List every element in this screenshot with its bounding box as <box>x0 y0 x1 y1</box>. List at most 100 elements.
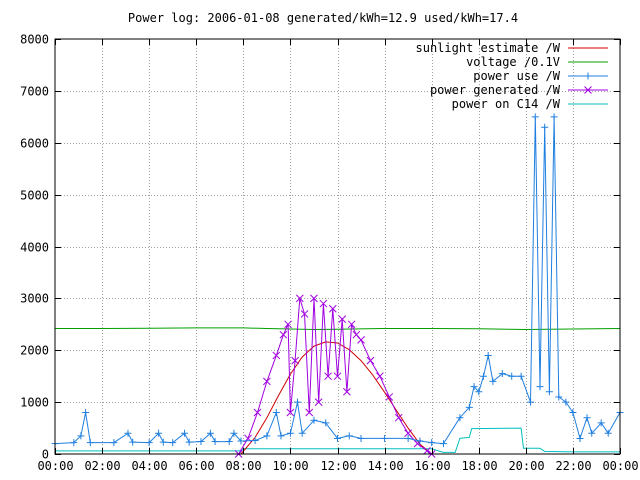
data-point <box>366 356 375 365</box>
data-point <box>206 429 214 437</box>
data-point <box>251 437 259 445</box>
data-point <box>314 398 323 406</box>
x-tick-label: 02:00 <box>84 459 120 473</box>
data-point <box>345 432 353 440</box>
data-point <box>253 408 262 417</box>
x-tick-label: 04:00 <box>131 459 167 473</box>
series-4 <box>234 294 436 458</box>
legend-marker <box>584 86 592 94</box>
y-tick-label: 0 <box>42 448 49 462</box>
y-tick-label: 5000 <box>20 189 49 203</box>
data-point <box>82 409 90 416</box>
legend-entry: power on C14 /W <box>452 97 608 111</box>
legend-label: power generated /W <box>430 83 561 97</box>
data-point <box>569 409 577 416</box>
y-tick-label: 4000 <box>20 241 49 255</box>
data-point <box>562 398 570 406</box>
data-point <box>305 408 314 417</box>
chart-title: Power log: 2006-01-08 generated/kWh=12.9… <box>128 11 518 25</box>
data-point <box>347 320 356 329</box>
data-point <box>423 447 431 455</box>
data-point <box>545 388 553 396</box>
data-point <box>541 123 549 131</box>
data-point <box>385 393 394 401</box>
data-point <box>185 438 193 446</box>
data-point <box>310 294 318 303</box>
legend-label: power use /W <box>473 69 560 83</box>
series-line <box>55 327 621 330</box>
data-point <box>272 409 280 416</box>
data-point <box>475 388 483 396</box>
legend-entry: power generated /W <box>430 83 608 97</box>
data-point <box>333 372 342 381</box>
data-point <box>357 336 365 344</box>
data-point <box>328 304 337 313</box>
data-point <box>576 434 584 442</box>
data-point <box>310 416 318 424</box>
x-tick-label: 14:00 <box>367 459 403 473</box>
series-line <box>54 116 621 445</box>
data-point <box>319 299 328 308</box>
legend-label: power on C14 /W <box>452 97 561 111</box>
series-2 <box>55 327 621 330</box>
data-point <box>357 434 365 442</box>
data-point <box>428 439 436 447</box>
data-point <box>508 372 516 380</box>
data-point <box>498 370 506 378</box>
y-tick-label: 7000 <box>20 85 49 99</box>
data-point <box>300 310 309 318</box>
data-point <box>225 438 233 446</box>
axis-layer: 00:00 02:00 04:00 06:00 08:00 10:00 12:00 14:00… <box>20 33 638 474</box>
x-tick-label: 06:00 <box>178 459 214 473</box>
data-point <box>295 294 304 303</box>
data-point <box>159 438 167 446</box>
data-point <box>456 414 464 422</box>
x-tick-label: 22:00 <box>555 459 591 473</box>
data-point <box>110 439 118 447</box>
data-point <box>343 387 351 396</box>
data-point <box>277 432 285 440</box>
data-point <box>376 372 384 381</box>
y-tick-label: 6000 <box>20 137 49 151</box>
data-point <box>272 351 281 360</box>
data-point <box>77 432 85 440</box>
data-point <box>279 330 288 339</box>
legend-entry: power use /W <box>473 69 608 83</box>
data-point <box>484 351 492 359</box>
x-tick-label: 00:00 <box>37 459 73 473</box>
series-line <box>238 297 432 455</box>
data-point <box>404 434 412 442</box>
data-point <box>145 439 153 447</box>
data-point <box>291 356 299 365</box>
data-point <box>324 372 332 381</box>
data-point <box>237 437 245 445</box>
x-tick-label: 20:00 <box>508 459 544 473</box>
x-tick-label: 16:00 <box>414 459 450 473</box>
data-point <box>334 434 341 442</box>
data-point <box>284 320 292 329</box>
data-point <box>479 372 487 380</box>
legend-entry: voltage /0.1V <box>466 55 608 69</box>
data-point <box>583 414 591 422</box>
x-tick-label: 12:00 <box>320 459 356 473</box>
data-point <box>155 429 163 437</box>
series-line <box>55 427 620 453</box>
data-point <box>517 372 525 380</box>
data-point <box>263 432 271 440</box>
data-point <box>465 403 473 411</box>
data-point <box>597 419 605 427</box>
data-point <box>416 437 424 445</box>
data-point <box>394 413 403 422</box>
data-point <box>588 429 596 437</box>
x-tick-label: 10:00 <box>272 459 308 473</box>
data-point <box>197 438 205 446</box>
data-point <box>298 429 306 437</box>
series-3 <box>51 113 624 448</box>
legend-marker <box>584 72 592 80</box>
data-point <box>286 408 295 417</box>
data-point <box>489 377 497 385</box>
data-point <box>527 398 535 406</box>
y-tick-label: 1000 <box>20 396 49 410</box>
data-point <box>180 429 188 437</box>
data-point <box>555 393 563 401</box>
